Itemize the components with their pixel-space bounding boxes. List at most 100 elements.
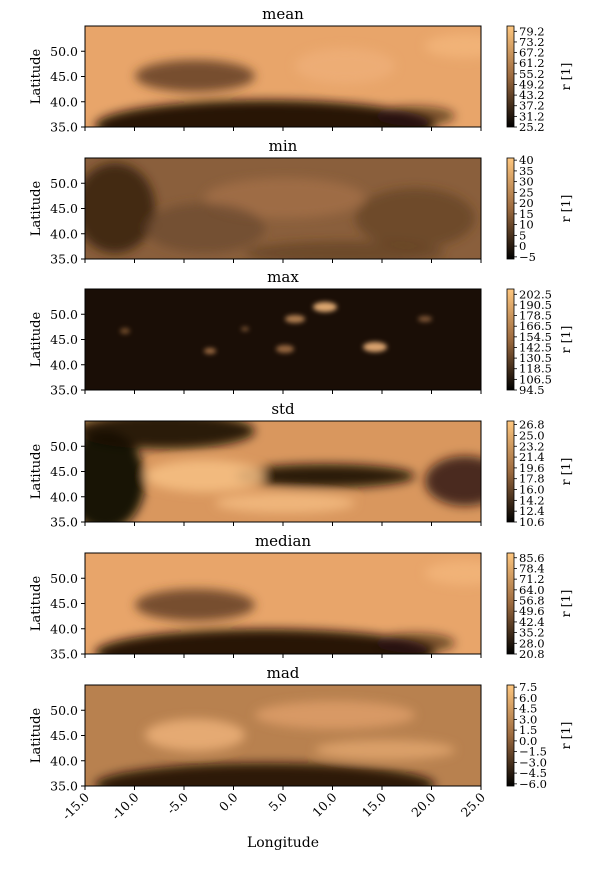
heatmap-image (85, 158, 481, 259)
y-tick-label: 45.0 (50, 69, 78, 84)
colorbar-tick-label: 130.5 (519, 351, 552, 365)
colorbar-tick-label: 94.5 (519, 383, 545, 397)
x-tick-label: 0.0 (216, 789, 241, 814)
colorbar (506, 157, 515, 260)
x-tick-label: 15.0 (359, 789, 389, 819)
y-axis-label: Latitude (29, 49, 44, 105)
colorbar-tick-label: −6.0 (519, 777, 547, 791)
panel-title: median (255, 532, 311, 550)
panel-title: min (269, 137, 298, 155)
panel-std: std35.040.045.050.0Latitude10.612.414.21… (29, 400, 573, 530)
colorbar-tick-label: 178.5 (519, 309, 552, 323)
colorbar-tick-label: 12.4 (519, 504, 545, 518)
colorbar-tick-label: 20 (519, 196, 534, 210)
colorbar-tick-label: 118.5 (519, 362, 552, 376)
colorbar-tick-label: −1.5 (519, 745, 547, 759)
panel-mad: mad 35.0 40.0 45.0 50.0 Latitude −6.0−4.5−3.0−… (29, 664, 573, 794)
colorbar-tick-label: 142.5 (519, 340, 552, 354)
colorbar-tick-label: 23.2 (519, 439, 545, 453)
y-tick-label: 35.0 (50, 779, 78, 794)
colorbar-tick-label: 166.5 (519, 319, 552, 333)
colorbar-tick-label: 0.0 (519, 734, 537, 748)
colorbar-tick-label: 19.6 (519, 461, 545, 475)
x-tick-label: -15.0 (59, 789, 92, 822)
colorbar-label: r [1] (558, 458, 573, 486)
colorbar-tick-label: −5 (519, 250, 536, 264)
y-axis-label: Latitude (29, 576, 44, 632)
panel-median: median 35.0 40.0 45.0 50.0 Latitude 20.828.035… (29, 532, 573, 662)
colorbar-tick-label: 79.2 (519, 24, 545, 38)
colorbar-tick-label: 55.2 (519, 67, 545, 81)
y-tick-label: 50.0 (50, 307, 78, 322)
colorbar-tick-label: 64.0 (519, 583, 545, 597)
y-tick-label: 45.0 (50, 464, 78, 479)
y-tick-label: 35.0 (50, 647, 78, 662)
colorbar-tick-label: −4.5 (519, 766, 547, 780)
colorbar-label: r [1] (558, 326, 573, 354)
y-axis-label: Latitude (29, 312, 44, 368)
y-axis-label: Latitude (29, 181, 44, 237)
colorbar (506, 552, 515, 655)
y-tick-label: 40.0 (50, 357, 78, 372)
y-tick-label: 50.0 (50, 703, 78, 718)
colorbar-tick-label: 1.5 (519, 723, 537, 737)
colorbar-tick-label: 40 (519, 153, 534, 167)
colorbar-tick-label: 56.8 (519, 594, 545, 608)
y-tick-label: 35.0 (50, 252, 78, 267)
colorbar-tick-label: 25.0 (519, 428, 545, 442)
colorbar-tick-label: 10.6 (519, 515, 545, 529)
y-axis-label: Latitude (29, 708, 44, 764)
colorbar-tick-label: 15 (519, 207, 534, 221)
colorbar-tick-label: 25 (519, 185, 534, 199)
y-tick-label: 40.0 (50, 94, 78, 109)
colorbar-tick-label: 31.2 (519, 109, 545, 123)
colorbar (506, 420, 515, 523)
colorbar-tick-label: 35.2 (519, 626, 545, 640)
x-tick-label: -10.0 (108, 789, 141, 822)
colorbar (506, 25, 515, 128)
colorbar-label: r [1] (558, 590, 573, 618)
colorbar-tick-label: 17.8 (519, 472, 545, 486)
panel-title: mad (267, 664, 300, 682)
colorbar-tick-label: 20.8 (519, 647, 545, 661)
colorbar-tick-label: 85.6 (519, 551, 545, 565)
colorbar-label: r [1] (558, 722, 573, 750)
y-tick-label: 40.0 (50, 226, 78, 241)
colorbar-tick-label: 3.0 (519, 712, 537, 726)
colorbar-tick-label: 4.5 (519, 702, 537, 716)
colorbar-tick-label: 71.2 (519, 572, 545, 586)
colorbar-label: r [1] (558, 63, 573, 91)
panel-max: max 35.0 40.0 45.0 50.0 Latitude 94.5106.5118.… (29, 268, 573, 398)
y-tick-label: 50.0 (50, 571, 78, 586)
colorbar-tick-label: 6.0 (519, 691, 537, 705)
panel-min: min35.040.045.050.0Latitude−505101520253… (29, 137, 573, 267)
colorbar-tick-label: 35 (519, 164, 534, 178)
colorbar-tick-label: 14.2 (519, 493, 545, 507)
y-tick-label: 35.0 (50, 383, 78, 398)
colorbar-tick-label: 5 (519, 228, 526, 242)
colorbar-tick-label: 28.0 (519, 636, 545, 650)
y-tick-label: 35.0 (50, 515, 78, 530)
x-tick-label: 20.0 (408, 789, 438, 819)
heatmap-image (85, 289, 481, 390)
y-tick-label: 40.0 (50, 489, 78, 504)
colorbar-tick-label: −3.0 (519, 755, 547, 769)
y-tick-label: 45.0 (50, 596, 78, 611)
y-tick-label: 45.0 (50, 728, 78, 743)
colorbar-tick-label: 0 (519, 239, 526, 253)
heatmap-image (85, 26, 481, 127)
colorbar-tick-label: 21.4 (519, 450, 545, 464)
colorbar-tick-label: 43.2 (519, 88, 545, 102)
x-axis-label: Longitude (247, 835, 319, 851)
heatmap-image (85, 685, 481, 786)
colorbar-tick-label: 154.5 (519, 330, 552, 344)
colorbar-tick-label: 30 (519, 175, 534, 189)
panel-title: max (267, 268, 299, 286)
colorbar-tick-label: 10 (519, 218, 534, 232)
x-tick-label: 10.0 (309, 789, 339, 819)
y-tick-label: 50.0 (50, 439, 78, 454)
y-tick-label: 40.0 (50, 753, 78, 768)
colorbar-tick-label: 25.2 (519, 120, 545, 134)
x-tick-label: 25.0 (458, 789, 488, 819)
colorbar-tick-label: 106.5 (519, 372, 552, 386)
